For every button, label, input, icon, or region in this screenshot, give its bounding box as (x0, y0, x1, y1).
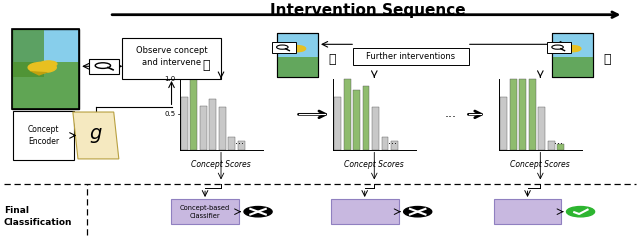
Bar (372, 107, 379, 150)
FancyBboxPatch shape (272, 42, 296, 54)
Bar (276, 57, 318, 77)
Bar (200, 106, 207, 150)
Bar (12, 62, 79, 109)
Text: 0.5: 0.5 (164, 111, 175, 117)
Bar (219, 107, 226, 150)
Text: Further interventions: Further interventions (367, 52, 456, 61)
Text: Intervention Sequence: Intervention Sequence (270, 3, 466, 18)
Bar (363, 86, 369, 150)
FancyBboxPatch shape (90, 59, 119, 74)
Bar (238, 141, 244, 150)
Bar (276, 33, 318, 77)
FancyBboxPatch shape (493, 199, 561, 224)
Bar (12, 30, 44, 77)
Bar (548, 141, 554, 150)
Polygon shape (29, 71, 49, 76)
Bar (209, 99, 216, 150)
Text: Observe concept
and intervene: Observe concept and intervene (136, 46, 207, 67)
Bar (228, 137, 235, 150)
Text: 🧍: 🧍 (203, 59, 210, 72)
Bar (344, 79, 351, 150)
Text: ...: ... (235, 136, 244, 146)
Bar (538, 107, 545, 150)
Circle shape (244, 206, 272, 217)
FancyBboxPatch shape (353, 48, 469, 65)
Text: 🧍: 🧍 (604, 53, 611, 66)
Circle shape (564, 46, 581, 52)
FancyBboxPatch shape (122, 38, 221, 79)
Text: ...: ... (388, 136, 397, 146)
Polygon shape (73, 112, 119, 159)
Bar (353, 90, 360, 150)
Text: Concept Scores: Concept Scores (191, 160, 251, 169)
Bar (552, 57, 593, 77)
Text: ...: ... (554, 136, 563, 146)
Text: $g$: $g$ (89, 126, 102, 145)
Text: Concept Scores: Concept Scores (511, 160, 570, 169)
FancyBboxPatch shape (547, 42, 571, 54)
FancyBboxPatch shape (172, 199, 239, 224)
Bar (557, 144, 564, 150)
Bar (552, 33, 593, 77)
Text: ...: ... (445, 107, 457, 120)
Bar (500, 97, 507, 150)
Circle shape (289, 46, 306, 52)
Text: Final
Classification: Final Classification (4, 206, 72, 227)
Circle shape (404, 206, 432, 217)
Bar (191, 79, 197, 150)
Bar (391, 141, 398, 150)
Text: Concept-based
Classifier: Concept-based Classifier (180, 205, 230, 219)
Bar (552, 33, 593, 77)
Bar (519, 79, 526, 150)
Bar (381, 137, 388, 150)
Bar (334, 97, 341, 150)
FancyBboxPatch shape (13, 111, 74, 160)
Text: Concept
Encoder: Concept Encoder (28, 125, 60, 146)
FancyBboxPatch shape (331, 199, 399, 224)
Text: 1.0: 1.0 (164, 76, 175, 82)
Text: 🧍: 🧍 (328, 53, 336, 66)
Text: Concept Scores: Concept Scores (344, 160, 404, 169)
Circle shape (566, 206, 595, 217)
Bar (276, 33, 318, 77)
Bar (529, 79, 536, 150)
Bar (181, 97, 188, 150)
Circle shape (28, 62, 56, 73)
Bar (509, 79, 516, 150)
Circle shape (40, 61, 57, 67)
Bar (12, 29, 79, 109)
Bar (12, 29, 79, 109)
